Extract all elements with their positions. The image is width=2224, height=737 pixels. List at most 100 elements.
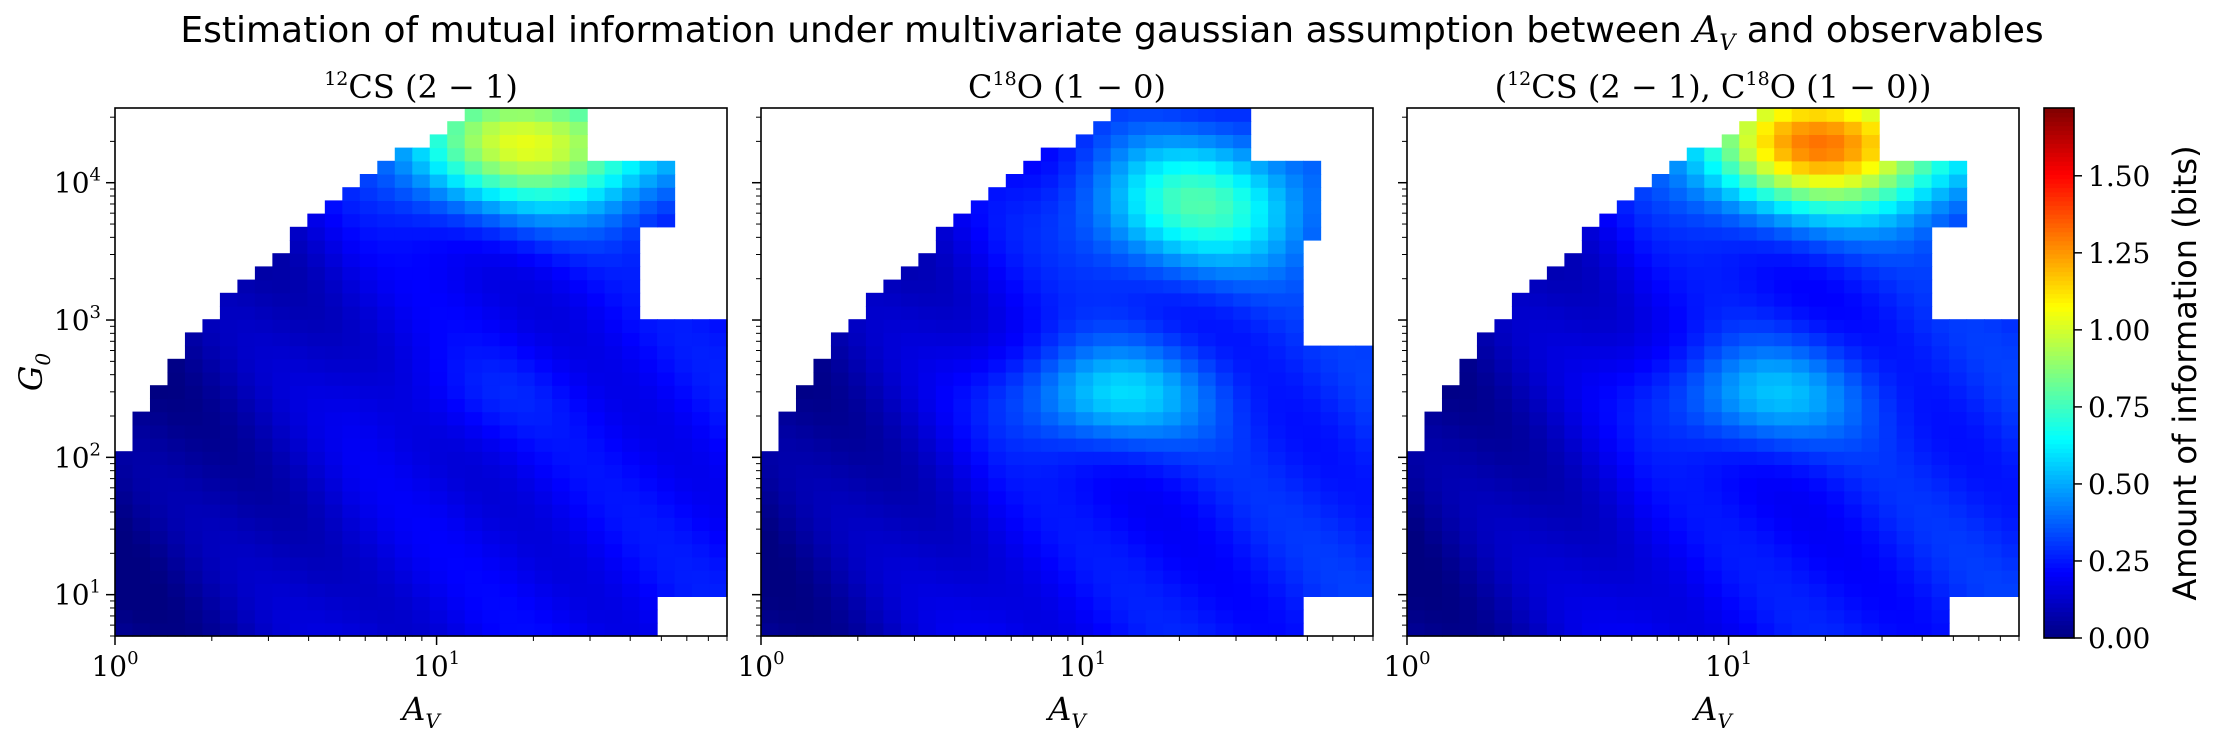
heatmap-cell: [1058, 596, 1077, 611]
heatmap-cell: [447, 358, 466, 373]
heatmap-cell: [1791, 319, 1810, 333]
heatmap-cell: [1058, 372, 1077, 386]
heatmap-cell: [1285, 622, 1304, 637]
heatmap-cell: [1581, 490, 1600, 505]
heatmap-cell: [1424, 583, 1443, 597]
heatmap-cell: [1285, 583, 1304, 597]
heatmap-cell: [778, 411, 797, 426]
heatmap-cell: [307, 583, 326, 597]
heatmap-cell: [377, 200, 396, 215]
heatmap-cell: [1896, 226, 1915, 241]
heatmap-cell: [988, 319, 1007, 333]
heatmap-cell: [657, 490, 676, 505]
heatmap-cell: [918, 596, 937, 611]
heatmap-cell: [1774, 279, 1793, 294]
heatmap-cell: [342, 609, 361, 624]
heatmap-cell: [1634, 424, 1653, 439]
colorbar-segment: [2044, 452, 2074, 458]
heatmap-cell: [412, 279, 431, 294]
heatmap-cell: [1005, 253, 1024, 267]
heatmap-cell: [1058, 622, 1077, 637]
heatmap-cell: [1721, 504, 1740, 518]
heatmap-cell: [1721, 147, 1740, 162]
heatmap-cell: [1914, 279, 1933, 294]
heatmap-cell: [324, 226, 343, 241]
heatmap-cell: [1721, 570, 1740, 584]
heatmap-cell: [1285, 517, 1304, 531]
heatmap-cell: [254, 622, 273, 637]
heatmap-cell: [1949, 570, 1968, 584]
heatmap-cell: [970, 609, 989, 624]
heatmap-cell: [1861, 570, 1880, 584]
heatmap-cell: [1529, 385, 1548, 399]
heatmap-cell: [202, 372, 221, 386]
x-axis-label: AV: [399, 690, 442, 733]
heatmap-cell: [1093, 622, 1112, 637]
heatmap-cell: [1774, 200, 1793, 215]
heatmap-cell: [1599, 596, 1618, 611]
heatmap-cell: [1424, 570, 1443, 584]
heatmap-cell: [1931, 609, 1950, 624]
heatmap-cell: [272, 556, 291, 571]
heatmap-cell: [429, 226, 448, 241]
heatmap-cell: [184, 622, 204, 637]
heatmap-cell: [149, 556, 169, 571]
colorbar-segment: [2044, 629, 2074, 635]
heatmap-cell: [1494, 411, 1513, 426]
heatmap-cell: [464, 332, 483, 347]
heatmap-cell: [1704, 253, 1723, 267]
heatmap-cell: [1110, 226, 1129, 241]
heatmap-cell: [674, 543, 693, 558]
heatmap-cell: [1984, 543, 2003, 558]
heatmap-cell: [219, 570, 238, 584]
heatmap-cell: [1476, 372, 1496, 386]
heatmap-cell: [935, 517, 954, 531]
heatmap-cell: [1355, 372, 1374, 386]
heatmap-cell: [1198, 108, 1217, 122]
colorbar-segment: [2044, 465, 2074, 471]
heatmap-cell: [394, 200, 413, 215]
colorbar-segment: [2044, 509, 2074, 515]
colorbar-segment: [2044, 505, 2074, 511]
heatmap-cell: [1721, 556, 1740, 571]
heatmap-cell: [604, 596, 623, 611]
heatmap-cell: [1110, 108, 1129, 122]
heatmap-cell: [1040, 372, 1059, 386]
heatmap-cell: [1879, 477, 1898, 492]
heatmap-cell: [429, 464, 448, 479]
heatmap-cell: [359, 398, 378, 413]
heatmap-cell: [1233, 583, 1252, 597]
colorbar-segment: [2044, 461, 2074, 467]
heatmap-cell: [517, 147, 536, 162]
heatmap-cell: [1704, 147, 1723, 162]
heatmap-cell: [167, 583, 186, 597]
heatmap-cell: [429, 147, 448, 162]
heatmap-cell: [552, 622, 571, 637]
heatmap-cell: [1145, 556, 1164, 571]
heatmap-cell: [1163, 134, 1182, 149]
heatmap-cell: [1581, 292, 1600, 307]
heatmap-cell: [1355, 517, 1374, 531]
heatmap-cell: [1511, 477, 1530, 492]
heatmap-cell: [1809, 622, 1828, 637]
heatmap-cell: [482, 504, 501, 518]
heatmap-cell: [1826, 213, 1845, 228]
colorbar-segment: [2044, 412, 2074, 418]
heatmap-cell: [1145, 490, 1164, 505]
heatmap-cell: [1198, 134, 1217, 149]
heatmap-cell: [1285, 372, 1304, 386]
heatmap-cell: [1075, 372, 1094, 386]
heatmap-cell: [447, 160, 466, 175]
heatmap-cell: [970, 226, 989, 241]
heatmap-cell: [1163, 121, 1182, 135]
heatmap-cell: [848, 556, 867, 571]
heatmap-cell: [1826, 543, 1845, 558]
heatmap-cell: [132, 622, 151, 637]
heatmap-cell: [272, 543, 291, 558]
heatmap-cell: [1285, 504, 1304, 518]
heatmap-cell: [1721, 174, 1740, 188]
heatmap-cell: [1564, 464, 1583, 479]
heatmap-cell: [1879, 332, 1898, 347]
figure-title: Estimation of mutual information under m…: [180, 10, 2043, 56]
